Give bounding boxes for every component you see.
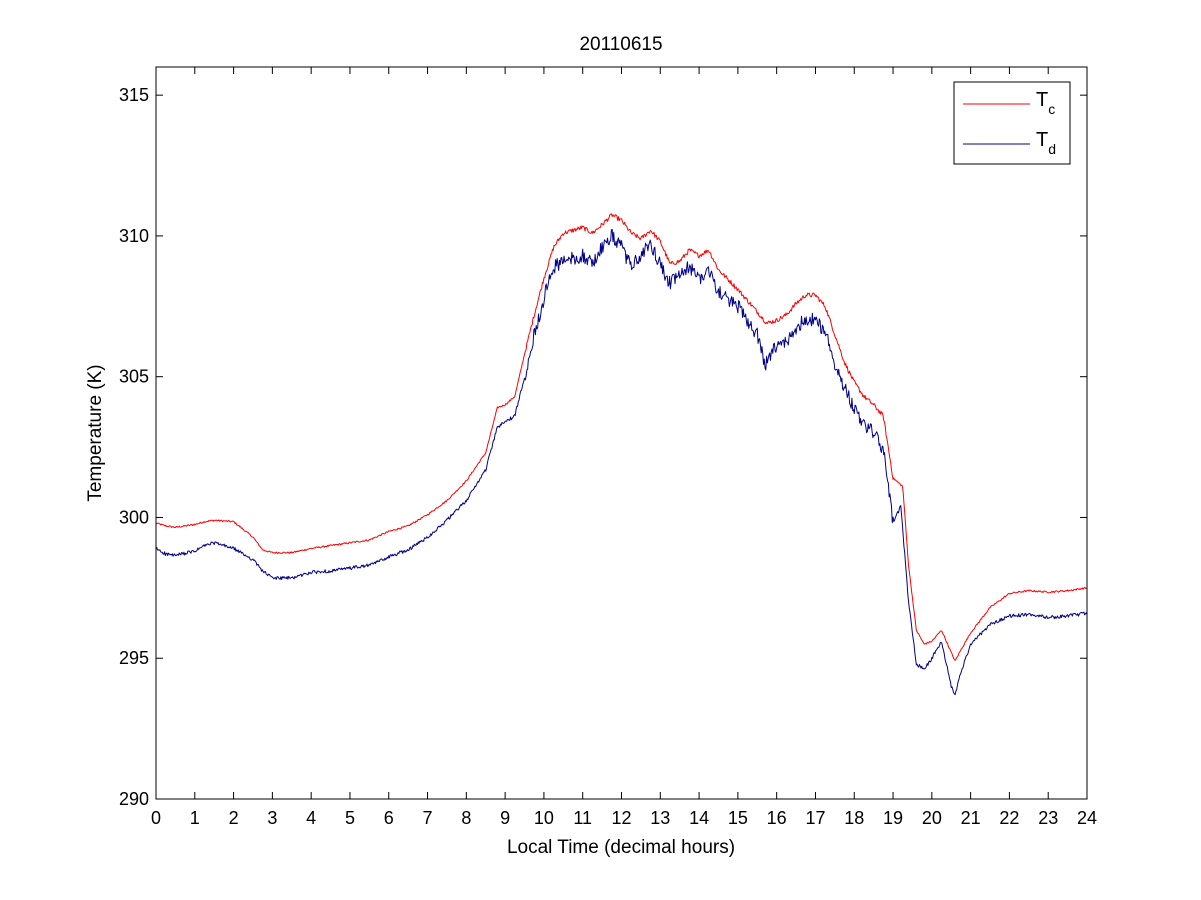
x-tick-label: 2 [229, 808, 239, 828]
x-tick-label: 15 [728, 808, 748, 828]
x-tick-label: 11 [573, 808, 592, 828]
x-tick-label: 14 [689, 808, 709, 828]
x-tick-label: 16 [767, 808, 787, 828]
x-tick-label: 23 [1038, 808, 1058, 828]
x-tick-label: 18 [844, 808, 864, 828]
y-tick-label: 305 [119, 367, 149, 387]
x-tick-label: 17 [805, 808, 825, 828]
y-tick-label: 290 [119, 789, 149, 809]
x-tick-label: 20 [922, 808, 942, 828]
x-tick-label: 4 [306, 808, 316, 828]
y-axis-label: Temperature (K) [85, 364, 106, 501]
x-tick-label: 8 [461, 808, 471, 828]
x-tick-label: 0 [151, 808, 161, 828]
y-tick-label: 300 [119, 507, 149, 527]
x-tick-label: 24 [1077, 808, 1097, 828]
x-tick-label: 13 [650, 808, 670, 828]
x-tick-label: 12 [611, 808, 631, 828]
y-tick-label: 315 [119, 85, 149, 105]
x-tick-label: 5 [345, 808, 355, 828]
x-axis-label: Local Time (decimal hours) [507, 837, 735, 858]
x-tick-label: 9 [500, 808, 510, 828]
y-tick-label: 310 [119, 226, 149, 246]
x-tick-label: 3 [267, 808, 277, 828]
x-tick-label: 21 [961, 808, 981, 828]
chart-title: 20110615 [579, 34, 662, 55]
series-line-t-d [155, 228, 1088, 696]
series-line-t-c [155, 213, 1088, 661]
x-axis-ticks: 0 1 2 3 4 5 6 7 8 9 10 11 12 13 14 15 16 17 18 19 20 21 22 23 24 [151, 67, 1097, 828]
y-axis-ticks: 290 295 300 305 310 315 [119, 85, 1087, 809]
legend-box [953, 81, 1071, 165]
x-tick-label: 1 [190, 808, 200, 828]
x-tick-label: 10 [534, 808, 554, 828]
x-tick-label: 6 [384, 808, 394, 828]
series-layer [155, 213, 1088, 696]
y-tick-label: 295 [119, 648, 149, 668]
x-tick-label: 7 [423, 808, 433, 828]
x-tick-label: 19 [883, 808, 903, 828]
x-tick-label: 22 [999, 808, 1019, 828]
